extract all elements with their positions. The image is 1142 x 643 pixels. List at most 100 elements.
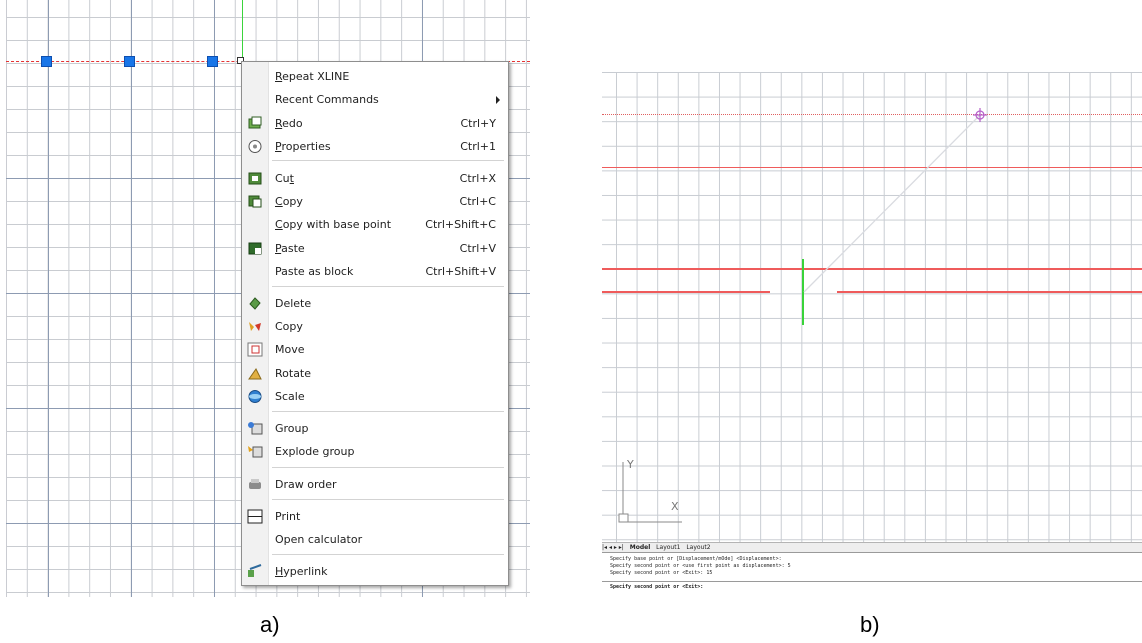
grid-major-line — [48, 0, 49, 597]
cut-icon — [247, 171, 263, 186]
overlay-svg — [618, 108, 987, 523]
menu-item-delete[interactable]: Delete — [242, 292, 508, 315]
menu-item-scale[interactable]: Scale — [242, 385, 508, 408]
menu-item-move[interactable]: Move — [242, 338, 508, 361]
ucs-icon — [618, 462, 682, 523]
menu-item-rotate[interactable]: Rotate — [242, 362, 508, 385]
print-icon — [247, 509, 263, 524]
menu-item-label: Explode group — [275, 445, 355, 458]
menu-item-shortcut: Ctrl+Shift+C — [425, 218, 496, 231]
menu-item-label: Paste — [275, 242, 305, 255]
rotate-icon — [247, 366, 263, 381]
explode-group-icon — [247, 444, 263, 459]
menu-item-shortcut: Ctrl+1 — [460, 140, 496, 153]
redo-icon — [247, 116, 263, 131]
menu-item-label: Copy with base point — [275, 218, 392, 231]
menu-item-label: Cut — [275, 172, 294, 185]
menu-item-shortcut: Ctrl+X — [459, 172, 496, 185]
menu-item-label: Rotate — [275, 367, 312, 380]
menu-item-draw-order[interactable]: Draw order — [242, 473, 508, 496]
tab-layout1[interactable]: Layout1 — [656, 544, 681, 551]
caption-b: b) — [860, 612, 880, 637]
green-line — [802, 259, 804, 325]
menu-item-label: Copy — [275, 320, 303, 333]
menu-item-cut[interactable]: Cut Ctrl+X — [242, 167, 508, 190]
red-line — [837, 291, 1142, 293]
menu-item-paste-as-block[interactable]: Paste as block Ctrl+Shift+V — [242, 260, 508, 283]
tab-layout2[interactable]: Layout2 — [686, 544, 711, 551]
menu-separator — [272, 286, 504, 287]
menu-item-label: Print — [275, 510, 301, 523]
red-line — [602, 291, 770, 293]
menu-item-label: Properties — [275, 140, 331, 153]
paste-icon — [247, 241, 263, 256]
menu-item-paste[interactable]: Paste Ctrl+V — [242, 237, 508, 260]
drawing-area-b[interactable]: Y X — [602, 72, 1142, 542]
draw-order-icon — [247, 477, 263, 492]
menu-item-label: Draw order — [275, 478, 337, 491]
menu-item-label: Scale — [275, 390, 305, 403]
command-line-area[interactable]: Specify base point or [Displacement/mOde… — [602, 552, 1142, 595]
menu-item-copy-with-base-point[interactable]: Copy with base point Ctrl+Shift+C — [242, 213, 508, 236]
submenu-arrow-icon — [496, 96, 500, 104]
grip-point[interactable] — [124, 56, 135, 67]
red-line — [602, 268, 1142, 270]
menu-item-hyperlink[interactable]: Hyperlink — [242, 560, 508, 583]
rubber-band-line — [803, 114, 981, 293]
menu-item-print[interactable]: Print — [242, 505, 508, 528]
target-crosshair-icon — [973, 108, 987, 122]
menu-item-copy-objects[interactable]: Copy — [242, 315, 508, 338]
delete-icon — [247, 296, 263, 311]
menu-item-label: Recent Commands — [275, 93, 379, 106]
menu-item-label: Copy — [275, 195, 303, 208]
menu-separator — [272, 411, 504, 412]
menu-item-label: Open calculator — [275, 533, 363, 546]
command-separator — [602, 581, 1142, 582]
command-history-line: Specify base point or [Displacement/mOde… — [610, 556, 782, 562]
ucs-y-label: Y — [627, 458, 634, 471]
ucs-x-label: X — [671, 500, 679, 513]
menu-item-group[interactable]: Group — [242, 417, 508, 440]
menu-item-open-calculator[interactable]: Open calculator — [242, 528, 508, 551]
grip-point[interactable] — [207, 56, 218, 67]
command-history-line: Specify second point or <Exit>: 15 — [610, 570, 713, 576]
menu-item-copy[interactable]: Copy Ctrl+C — [242, 190, 508, 213]
scale-icon — [247, 389, 263, 404]
group-icon — [247, 421, 263, 436]
menu-item-repeat-xline[interactable]: Repeat XLINE — [242, 65, 508, 88]
grip-point[interactable] — [41, 56, 52, 67]
menu-item-shortcut: Ctrl+Shift+V — [425, 265, 496, 278]
caption-a: a) — [260, 612, 280, 637]
menu-item-recent-commands[interactable]: Recent Commands — [242, 88, 508, 111]
command-history-line: Specify second point or <use first point… — [610, 563, 791, 569]
menu-item-shortcut: Ctrl+C — [459, 195, 496, 208]
tab-nav-arrows[interactable]: |◂ ◂ ▸ ▸| — [602, 544, 624, 551]
menu-separator — [272, 554, 504, 555]
copy-objects-icon — [247, 319, 263, 334]
menu-item-properties[interactable]: Properties Ctrl+1 — [242, 135, 508, 158]
hyperlink-icon — [247, 564, 263, 579]
red-line — [602, 167, 1142, 168]
menu-separator — [272, 467, 504, 468]
copy-icon — [247, 194, 263, 209]
dotted-construction-line — [602, 114, 1142, 115]
tab-model[interactable]: Model — [629, 544, 651, 551]
menu-separator — [272, 160, 504, 161]
menu-item-redo[interactable]: Redo Ctrl+Y — [242, 112, 508, 135]
menu-item-label: Group — [275, 422, 309, 435]
menu-item-label: Hyperlink — [275, 565, 328, 578]
menu-item-explode-group[interactable]: Explode group — [242, 440, 508, 463]
move-icon — [247, 342, 263, 357]
menu-item-label: Redo — [275, 117, 303, 130]
menu-separator — [272, 499, 504, 500]
y-axis-line — [242, 0, 243, 62]
menu-item-label: Move — [275, 343, 305, 356]
layout-tab-bar: |◂ ◂ ▸ ▸| Model Layout1 Layout2 — [602, 542, 1142, 553]
grid-major-line — [131, 0, 132, 597]
menu-item-label: Repeat XLINE — [275, 70, 350, 83]
command-prompt[interactable]: Specify second point or <Exit>: — [610, 584, 704, 590]
menu-item-label: Paste as block — [275, 265, 354, 278]
menu-item-label: Delete — [275, 297, 312, 310]
properties-icon — [247, 139, 263, 154]
menu-item-shortcut: Ctrl+Y — [460, 117, 496, 130]
